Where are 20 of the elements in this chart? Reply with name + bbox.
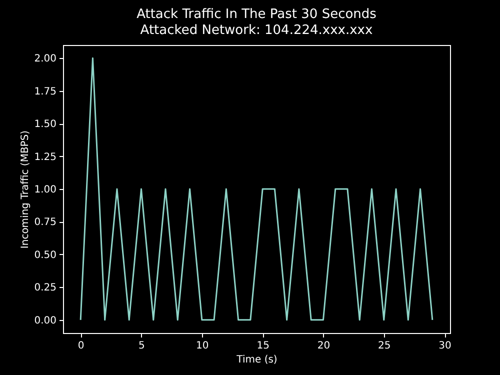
y-tick-label: 1.50 <box>34 119 56 130</box>
x-axis-title: Time (s) <box>236 354 278 366</box>
x-tick-label: 20 <box>317 340 330 352</box>
y-tick-label: 1.25 <box>34 152 56 163</box>
y-tick-label: 0.50 <box>34 250 56 261</box>
x-tick-label: 5 <box>138 340 145 352</box>
chart-subtitle: Attacked Network: 104.224.xxx.xxx <box>140 23 373 38</box>
y-tick-label: 0.00 <box>34 315 56 326</box>
x-tick-label: 30 <box>438 340 452 352</box>
x-tick-label: 10 <box>196 340 209 352</box>
y-tick-label: 1.00 <box>34 184 56 196</box>
x-tick-label: 0 <box>78 340 84 352</box>
y-tick-label: 0.25 <box>34 282 56 294</box>
y-tick-label: 2.00 <box>34 54 56 65</box>
y-tick-label: 1.75 <box>34 86 56 98</box>
chart-title: Attack Traffic In The Past 30 Seconds <box>136 7 377 22</box>
x-tick-label: 25 <box>378 340 391 352</box>
x-tick-label: 15 <box>256 340 270 352</box>
y-tick-label: 0.75 <box>34 217 56 228</box>
y-axis-title: Incoming Traffic (MBPS) <box>20 130 32 249</box>
